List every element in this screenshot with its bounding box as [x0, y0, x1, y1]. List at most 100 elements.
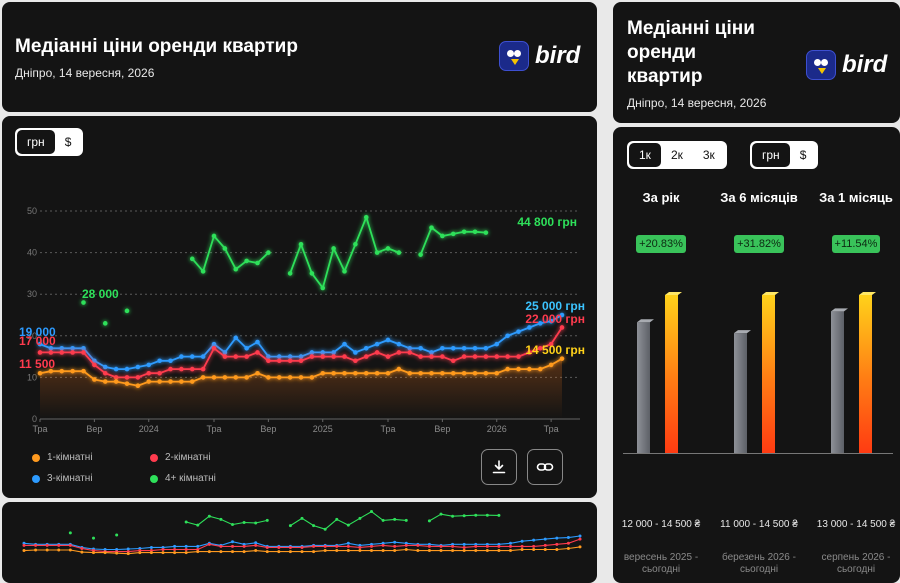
mini-series-point [427, 519, 431, 523]
x-tick-label: 2025 [313, 424, 333, 434]
series-point [135, 364, 141, 370]
bar-previous [637, 322, 650, 453]
series-point [440, 345, 445, 351]
bar-previous [831, 311, 844, 453]
rooms-option-3[interactable]: 3к [702, 148, 715, 162]
mini-series-point [543, 543, 547, 547]
series-point [331, 350, 336, 355]
series-point [440, 233, 445, 239]
series-point [266, 354, 271, 359]
series-point [527, 325, 532, 330]
series-point [92, 362, 97, 368]
period-change-badge: +31.82% [734, 235, 784, 253]
series-point [81, 350, 86, 355]
series-point [222, 350, 228, 355]
series-point [189, 379, 195, 384]
legend-item-2room[interactable]: 2-кімнатні [150, 452, 268, 463]
series-point [48, 368, 54, 374]
mini-series-point [578, 545, 582, 549]
series-point [472, 370, 478, 376]
mini-series-point [126, 552, 130, 556]
series-point [92, 377, 97, 382]
currency-option-usd[interactable]: $ [64, 135, 72, 149]
series-point [309, 354, 315, 359]
series-point [505, 366, 510, 372]
mini-series-point [161, 548, 165, 552]
download-button[interactable] [481, 449, 517, 485]
x-tick-label: Вер [434, 424, 450, 434]
series-point [374, 370, 380, 376]
currency-option-usd[interactable]: $ [799, 148, 807, 162]
legend-item-3room[interactable]: 3-кімнатні [32, 473, 150, 484]
mini-series-point [196, 548, 200, 552]
series-point [385, 246, 391, 251]
mini-series-point [22, 541, 26, 545]
period-year: За рік +20.83% 12 000 - 14 500 ₴ вересен… [621, 189, 701, 575]
series-point [102, 321, 108, 326]
mini-series-point [520, 548, 524, 552]
series-point [124, 366, 130, 372]
series-point [222, 246, 228, 251]
mini-series-point [323, 549, 327, 553]
mini-series-point [196, 544, 200, 548]
mini-series-point [115, 548, 119, 552]
mini-series-point [393, 517, 397, 521]
mini-series-point [393, 544, 397, 548]
mini-series-point [184, 551, 188, 555]
series-point [81, 368, 86, 374]
rooms-option-2[interactable]: 2к [670, 148, 683, 162]
right-title-line: Медіанні ціни [627, 18, 755, 39]
series-point [440, 354, 445, 359]
series-point [407, 345, 413, 351]
mini-series-point [346, 549, 350, 553]
series-point [287, 358, 293, 364]
series-point [418, 370, 423, 376]
series-point [450, 358, 456, 364]
series-point [548, 341, 554, 347]
currency-option-uah[interactable]: грн [752, 143, 790, 167]
legend-dot-icon [150, 453, 158, 462]
bird-logo-text: bird [842, 51, 888, 78]
share-link-button[interactable] [527, 449, 563, 485]
series-point [113, 366, 119, 372]
currency-option-uah[interactable]: грн [17, 130, 55, 154]
mini-series-point [149, 549, 153, 553]
series-point [309, 375, 315, 380]
rooms-option-1[interactable]: 1к [629, 143, 661, 167]
mini-series-point [254, 541, 258, 545]
mini-series-point [115, 551, 119, 555]
legend-dot-icon [150, 474, 158, 483]
mini-series-point [184, 544, 188, 548]
bar-current [665, 295, 678, 453]
series-point [385, 370, 391, 376]
series-point [157, 370, 162, 376]
right-page-title: Медіанні ціни оренди квартир [627, 17, 755, 89]
mini-series-point [138, 546, 142, 550]
series-point [70, 350, 75, 355]
series-point [244, 354, 249, 359]
mini-series-point [68, 548, 72, 552]
mini-series-point [566, 541, 570, 545]
legend-label: 4+ кімнатні [165, 473, 216, 484]
series-point [233, 335, 239, 341]
series-point [418, 252, 423, 257]
bar-current [762, 295, 775, 453]
rooms-toggle: 1к 2к 3к [627, 141, 727, 169]
legend-item-1room[interactable]: 1-кімнатні [32, 452, 150, 463]
series-point [92, 358, 97, 364]
legend-item-4room[interactable]: 4+ кімнатні [150, 473, 268, 484]
x-tick-label: Тра [206, 424, 221, 434]
overview-mini-chart[interactable] [2, 502, 597, 583]
mini-series-point [265, 518, 269, 522]
series-point [266, 358, 271, 364]
mini-series-point [578, 537, 582, 541]
mini-series-point [184, 520, 188, 524]
series-point [233, 354, 239, 359]
mini-series-point [485, 549, 489, 553]
mini-series-point [231, 550, 234, 554]
series-point [287, 375, 293, 380]
series-point [276, 358, 282, 364]
legend-label: 3-кімнатні [47, 473, 93, 484]
y-tick-label: 50 [27, 206, 37, 216]
right-title-line: квартир [627, 66, 703, 87]
